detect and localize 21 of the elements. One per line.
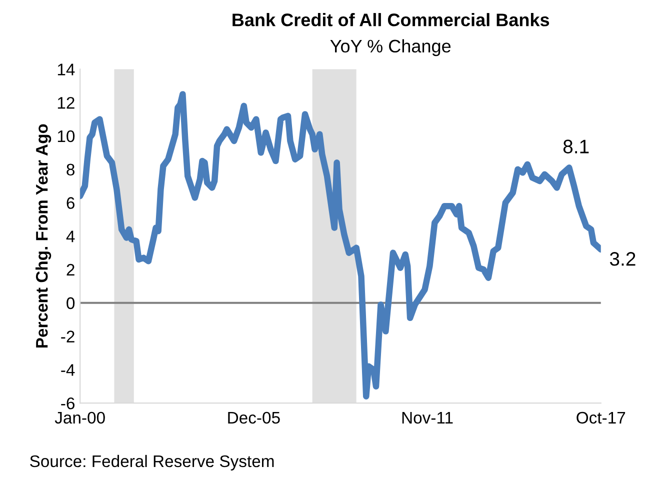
x-tick-label: Nov-11 xyxy=(402,412,453,424)
y-tick-label: 0 xyxy=(66,297,75,310)
y-tick-label: 2 xyxy=(66,264,74,276)
x-tick-label: Jan-00 xyxy=(54,412,105,424)
y-tick-label: -4 xyxy=(61,364,75,376)
y-tick-label: 14 xyxy=(58,64,75,76)
source-note: Source: Federal Reserve System xyxy=(30,454,274,470)
y-tick-label: 10 xyxy=(58,130,75,142)
y-axis-title: Percent Chg. From Year Ago xyxy=(36,124,52,348)
x-tick-label: Oct-17 xyxy=(576,412,626,424)
y-tick-label: 4 xyxy=(66,230,75,242)
chart-subtitle: YoY % Change xyxy=(330,39,451,56)
chart-title: Bank Credit of All Commercial Banks xyxy=(232,13,550,26)
y-tick-label: 8 xyxy=(66,164,74,176)
y-tick-label: -6 xyxy=(61,397,74,410)
x-tick-label: Dec-05 xyxy=(228,412,280,424)
annotation: 3.2 xyxy=(610,252,636,266)
y-tick-label: 12 xyxy=(58,96,74,109)
annotation: 8.1 xyxy=(563,140,589,154)
y-tick-label: 6 xyxy=(66,197,74,209)
y-tick-label: -2 xyxy=(61,330,74,342)
